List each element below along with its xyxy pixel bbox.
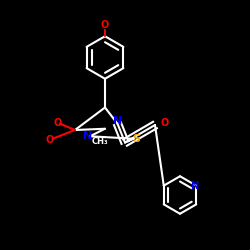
Text: S: S	[132, 134, 140, 144]
Text: N: N	[190, 180, 198, 190]
Text: O: O	[46, 135, 54, 145]
Text: O: O	[161, 118, 169, 128]
Text: O: O	[101, 20, 109, 30]
Text: CH₃: CH₃	[92, 137, 108, 146]
Text: N: N	[113, 116, 122, 126]
Text: N: N	[83, 131, 92, 141]
Text: O: O	[53, 118, 62, 128]
